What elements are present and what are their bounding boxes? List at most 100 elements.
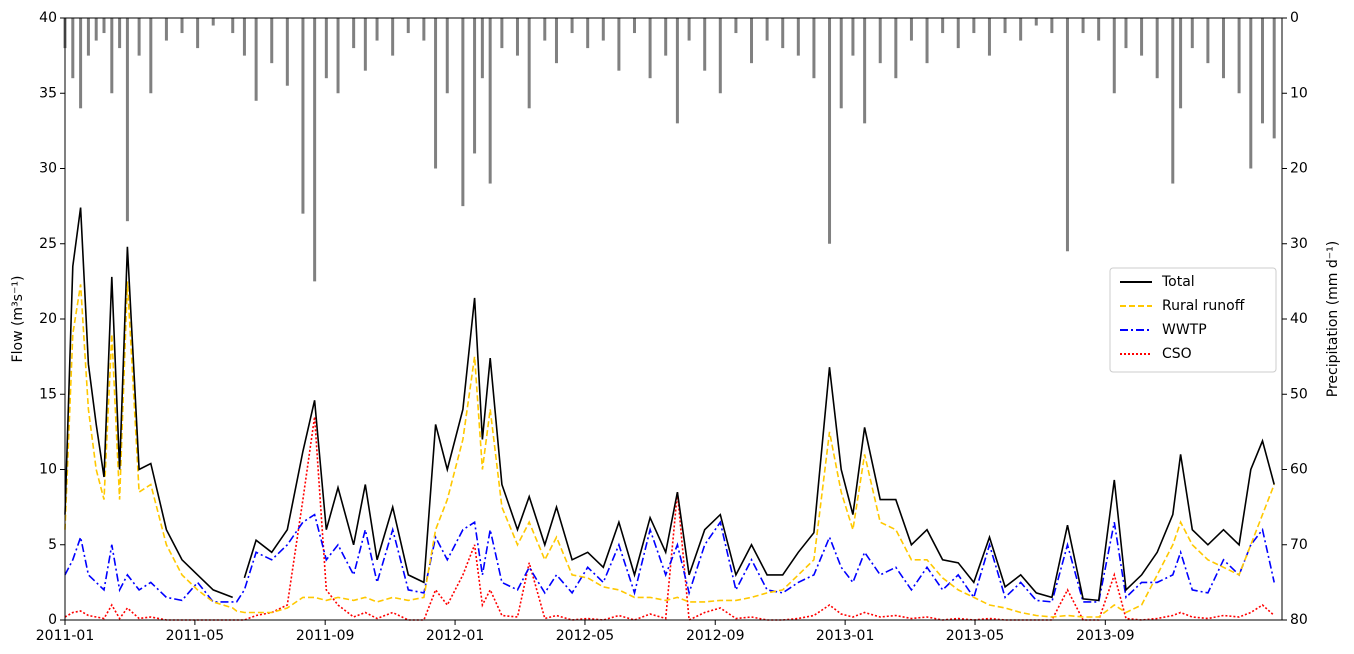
precip-bar <box>196 18 200 49</box>
precip-bar <box>352 18 356 49</box>
precip-bar <box>586 18 590 49</box>
precip-bar <box>180 18 184 34</box>
precip-bar <box>149 18 153 94</box>
precip-bar <box>1050 18 1054 34</box>
precip-bar <box>1221 18 1225 79</box>
precip-bar <box>1155 18 1159 79</box>
x-tick-label: 2012-05 <box>556 628 615 644</box>
precip-bar <box>1140 18 1144 56</box>
precip-bar <box>664 18 668 56</box>
y2-tick-label: 50 <box>1290 386 1308 402</box>
legend-label: CSO <box>1162 346 1192 362</box>
y2-tick-label: 20 <box>1290 161 1308 177</box>
precip-bar <box>270 18 274 64</box>
precip-bar <box>363 18 367 71</box>
precip-bar <box>554 18 558 64</box>
precip-bar <box>1249 18 1253 169</box>
y-tick-label: 0 <box>48 612 57 628</box>
precip-bar <box>94 18 98 41</box>
precip-bar <box>406 18 410 34</box>
x-tick-label: 2011-01 <box>36 628 95 644</box>
precip-bar <box>632 18 636 34</box>
y-axis-label: Flow (m³s⁻¹) <box>10 276 26 363</box>
y2-tick-label: 0 <box>1290 10 1299 26</box>
y-tick-label: 30 <box>39 161 57 177</box>
precip-bar <box>422 18 426 41</box>
x-tick-label: 2013-09 <box>1076 628 1135 644</box>
precip-bar <box>851 18 855 56</box>
precip-bar <box>1171 18 1175 184</box>
precip-bar <box>79 18 83 109</box>
precip-bar <box>878 18 882 64</box>
y2-tick-label: 80 <box>1290 612 1308 628</box>
precip-bar <box>617 18 621 71</box>
precip-bar <box>164 18 168 41</box>
precip-bar <box>543 18 547 41</box>
precip-bar <box>1190 18 1194 49</box>
y-tick-label: 40 <box>39 10 57 26</box>
precip-bar <box>972 18 976 34</box>
precip-bar <box>1237 18 1241 94</box>
precip-bar <box>750 18 754 64</box>
y-tick-label: 5 <box>48 537 57 553</box>
precip-bar <box>313 18 317 282</box>
precip-bar <box>828 18 832 244</box>
precip-bar <box>781 18 785 49</box>
precip-bar <box>86 18 90 56</box>
precip-bar <box>1272 18 1276 139</box>
y-tick-label: 20 <box>39 311 57 327</box>
x-tick-label: 2011-05 <box>166 628 225 644</box>
precip-bar <box>648 18 652 79</box>
legend-label: Rural runoff <box>1162 298 1245 314</box>
precip-bar <box>1124 18 1128 49</box>
precip-bar <box>461 18 465 207</box>
precip-bar <box>1112 18 1116 94</box>
precip-bar <box>925 18 929 64</box>
precip-bar <box>1019 18 1023 41</box>
legend-label: Total <box>1161 274 1195 290</box>
precip-bar <box>765 18 769 41</box>
precip-bar <box>254 18 258 101</box>
precip-bar <box>473 18 477 154</box>
precip-bar <box>718 18 722 94</box>
x-tick-label: 2013-05 <box>946 628 1005 644</box>
precip-bar <box>1179 18 1183 109</box>
y2-axis-label: Precipitation (mm d⁻¹) <box>1325 241 1341 398</box>
precip-bar <box>324 18 328 79</box>
precip-bar <box>796 18 800 56</box>
legend-box <box>1109 267 1277 373</box>
y2-tick-label: 30 <box>1290 236 1308 252</box>
precip-bar <box>515 18 519 56</box>
y-tick-label: 35 <box>39 85 57 101</box>
series-line <box>64 281 1275 618</box>
precip-bar <box>110 18 114 94</box>
precip-bar <box>839 18 843 109</box>
x-tick-label: 2013-01 <box>816 628 875 644</box>
precip-bar <box>601 18 605 41</box>
precip-bar <box>1065 18 1069 252</box>
precip-bar <box>71 18 75 79</box>
precip-bar <box>488 18 492 184</box>
precip-bar <box>956 18 960 49</box>
series-line <box>64 416 1275 622</box>
precip-bar <box>1034 18 1038 26</box>
precip-bar <box>1097 18 1101 41</box>
y-tick-label: 10 <box>39 462 57 478</box>
precip-bar <box>675 18 679 124</box>
precip-bar <box>734 18 738 34</box>
precip-bar <box>941 18 945 34</box>
precip-bar <box>434 18 438 169</box>
precip-bar <box>375 18 379 41</box>
precip-bar <box>118 18 122 49</box>
x-tick-label: 2012-01 <box>426 628 485 644</box>
precip-bar <box>987 18 991 56</box>
series-line <box>64 513 1275 603</box>
precip-bar <box>285 18 289 86</box>
precip-bar <box>231 18 235 34</box>
series-line <box>64 207 1275 602</box>
y2-tick-label: 10 <box>1290 85 1308 101</box>
precip-bar <box>211 18 215 26</box>
x-tick-label: 2012-09 <box>686 628 745 644</box>
precip-bar <box>301 18 305 214</box>
precip-bar <box>500 18 504 49</box>
